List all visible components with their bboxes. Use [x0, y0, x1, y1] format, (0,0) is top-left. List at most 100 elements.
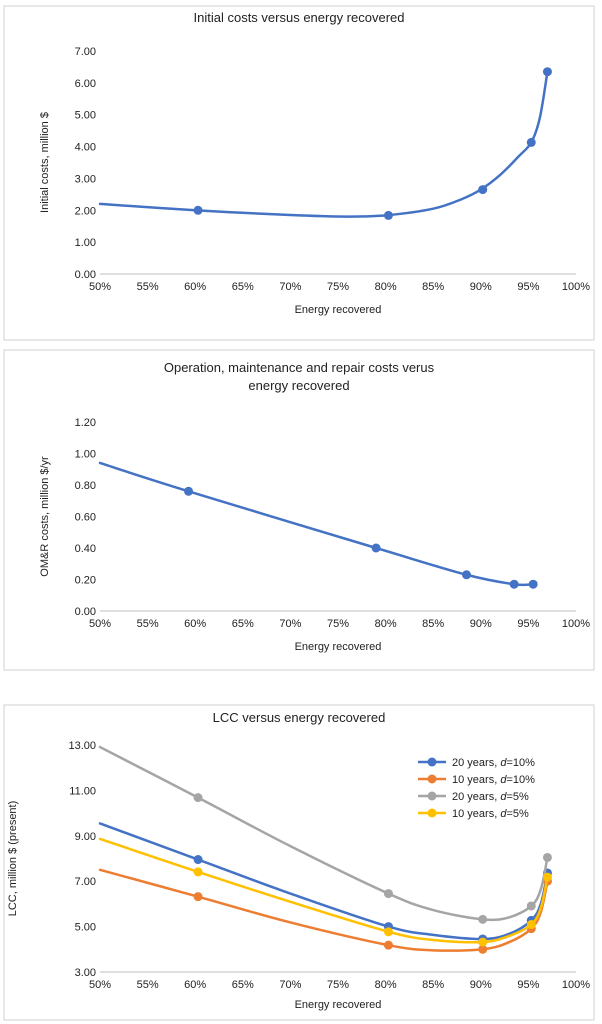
y-axis-title: OM&R costs, million $/yr — [39, 456, 51, 577]
chart-title: Initial costs versus energy recovered — [194, 10, 405, 25]
chart-border — [3, 349, 595, 671]
data-point — [478, 914, 488, 924]
x-tick-label: 90% — [470, 979, 492, 991]
x-tick-label: 65% — [232, 618, 254, 630]
legend-swatch-marker — [427, 791, 437, 801]
data-point — [383, 889, 393, 899]
chart-3: LCC versus energy recovered 50% 55% 60% 65% 7… — [3, 704, 595, 1021]
y-tick-label: 9.00 — [75, 831, 96, 843]
data-point — [526, 920, 536, 930]
x-tick-label: 60% — [184, 618, 206, 630]
y-tick-label: 3.00 — [75, 967, 96, 979]
series-line — [98, 822, 549, 941]
x-tick-label: 85% — [422, 979, 444, 991]
series-3 — [98, 745, 552, 924]
legend-label-variable: d — [500, 808, 507, 820]
chart-title: energy recovered — [248, 378, 349, 393]
x-tick-label: 90% — [470, 281, 492, 293]
chart-2: Operation, maintenance and repair costs … — [3, 349, 595, 671]
legend-item: 20 years, d=10% — [418, 757, 535, 769]
legend-swatch-marker — [427, 757, 437, 767]
x-tick-label: 95% — [517, 281, 539, 293]
series-line — [98, 70, 549, 218]
x-tick-label: 55% — [137, 618, 159, 630]
legend-label-variable: d — [500, 774, 507, 786]
x-axis-title: Energy recovered — [295, 641, 382, 653]
data-point — [193, 867, 203, 877]
legend-label-variable: d — [500, 791, 507, 803]
x-tick-label: 60% — [184, 979, 206, 991]
y-tick-label: 2.00 — [75, 205, 96, 217]
y-tick-label: 13.00 — [68, 740, 96, 752]
data-point — [542, 872, 552, 882]
y-tick-label: 11.00 — [69, 785, 96, 797]
data-point — [371, 543, 381, 553]
x-tick-label: 70% — [279, 618, 301, 630]
y-tick-label: 6.00 — [75, 78, 96, 90]
legend-label-text: 10 years, — [452, 774, 500, 786]
data-point — [193, 892, 203, 902]
x-tick-label: 100% — [562, 979, 590, 991]
y-tick-label: 5.00 — [75, 110, 96, 122]
x-tick-label: 55% — [137, 979, 159, 991]
data-point — [509, 579, 519, 589]
chart-title: LCC versus energy recovered — [213, 710, 386, 725]
y-tick-label: 1.00 — [75, 449, 96, 461]
x-tick-label: 50% — [89, 979, 111, 991]
data-point — [542, 67, 552, 77]
x-tick-label: 70% — [279, 281, 301, 293]
data-point — [478, 944, 488, 954]
y-tick-label: 1.20 — [75, 417, 96, 429]
x-tick-label: 100% — [562, 618, 590, 630]
x-tick-label: 90% — [470, 618, 492, 630]
y-tick-label: 7.00 — [75, 876, 96, 888]
y-tick-label: 7.00 — [75, 46, 96, 58]
y-axis-title: LCC, million $ (present) — [7, 801, 19, 917]
x-tick-label: 60% — [184, 281, 206, 293]
data-point — [193, 793, 203, 803]
legend-label: 10 years, d=5% — [452, 808, 529, 820]
x-tick-label: 80% — [375, 281, 397, 293]
legend: 20 years, d=10% 10 years, d=10% 20 years, … — [418, 757, 535, 820]
x-tick-label: 75% — [327, 618, 349, 630]
data-point — [193, 855, 203, 865]
x-axis-title: Energy recovered — [295, 999, 382, 1011]
x-tick-label: 50% — [89, 281, 111, 293]
legend-label-text: 20 years, — [452, 791, 500, 803]
data-point — [542, 852, 552, 862]
chart-border — [3, 5, 595, 341]
y-tick-label: 1.00 — [75, 237, 96, 249]
chart-border — [3, 704, 595, 1021]
series-4 — [98, 837, 552, 947]
series-1 — [98, 822, 552, 944]
data-point — [526, 901, 536, 911]
x-tick-label: 75% — [327, 281, 349, 293]
x-tick-label: 95% — [517, 979, 539, 991]
y-tick-label: 3.00 — [75, 173, 96, 185]
chart-title: Operation, maintenance and repair costs … — [164, 360, 435, 375]
series-line — [98, 745, 549, 922]
y-tick-label: 0.80 — [75, 480, 96, 492]
data-point — [383, 927, 393, 937]
x-tick-label: 65% — [232, 979, 254, 991]
data-point — [478, 185, 488, 195]
x-tick-label: 95% — [517, 618, 539, 630]
x-tick-label: 80% — [375, 979, 397, 991]
data-point — [383, 210, 393, 220]
series-line — [98, 461, 535, 587]
y-tick-label: 4.00 — [75, 142, 96, 154]
legend-swatch-marker — [427, 774, 437, 784]
legend-swatch-marker — [427, 808, 437, 818]
series-1 — [98, 461, 538, 589]
legend-label: 10 years, d=10% — [452, 774, 535, 786]
x-tick-label: 85% — [422, 618, 444, 630]
legend-label: 20 years, d=5% — [452, 791, 529, 803]
x-tick-label: 100% — [562, 281, 590, 293]
legend-item: 10 years, d=5% — [418, 808, 529, 820]
data-point — [528, 579, 538, 589]
data-point — [184, 486, 194, 496]
legend-item: 20 years, d=5% — [418, 791, 529, 803]
legend-label-value: =5% — [506, 808, 529, 820]
x-tick-label: 70% — [279, 979, 301, 991]
